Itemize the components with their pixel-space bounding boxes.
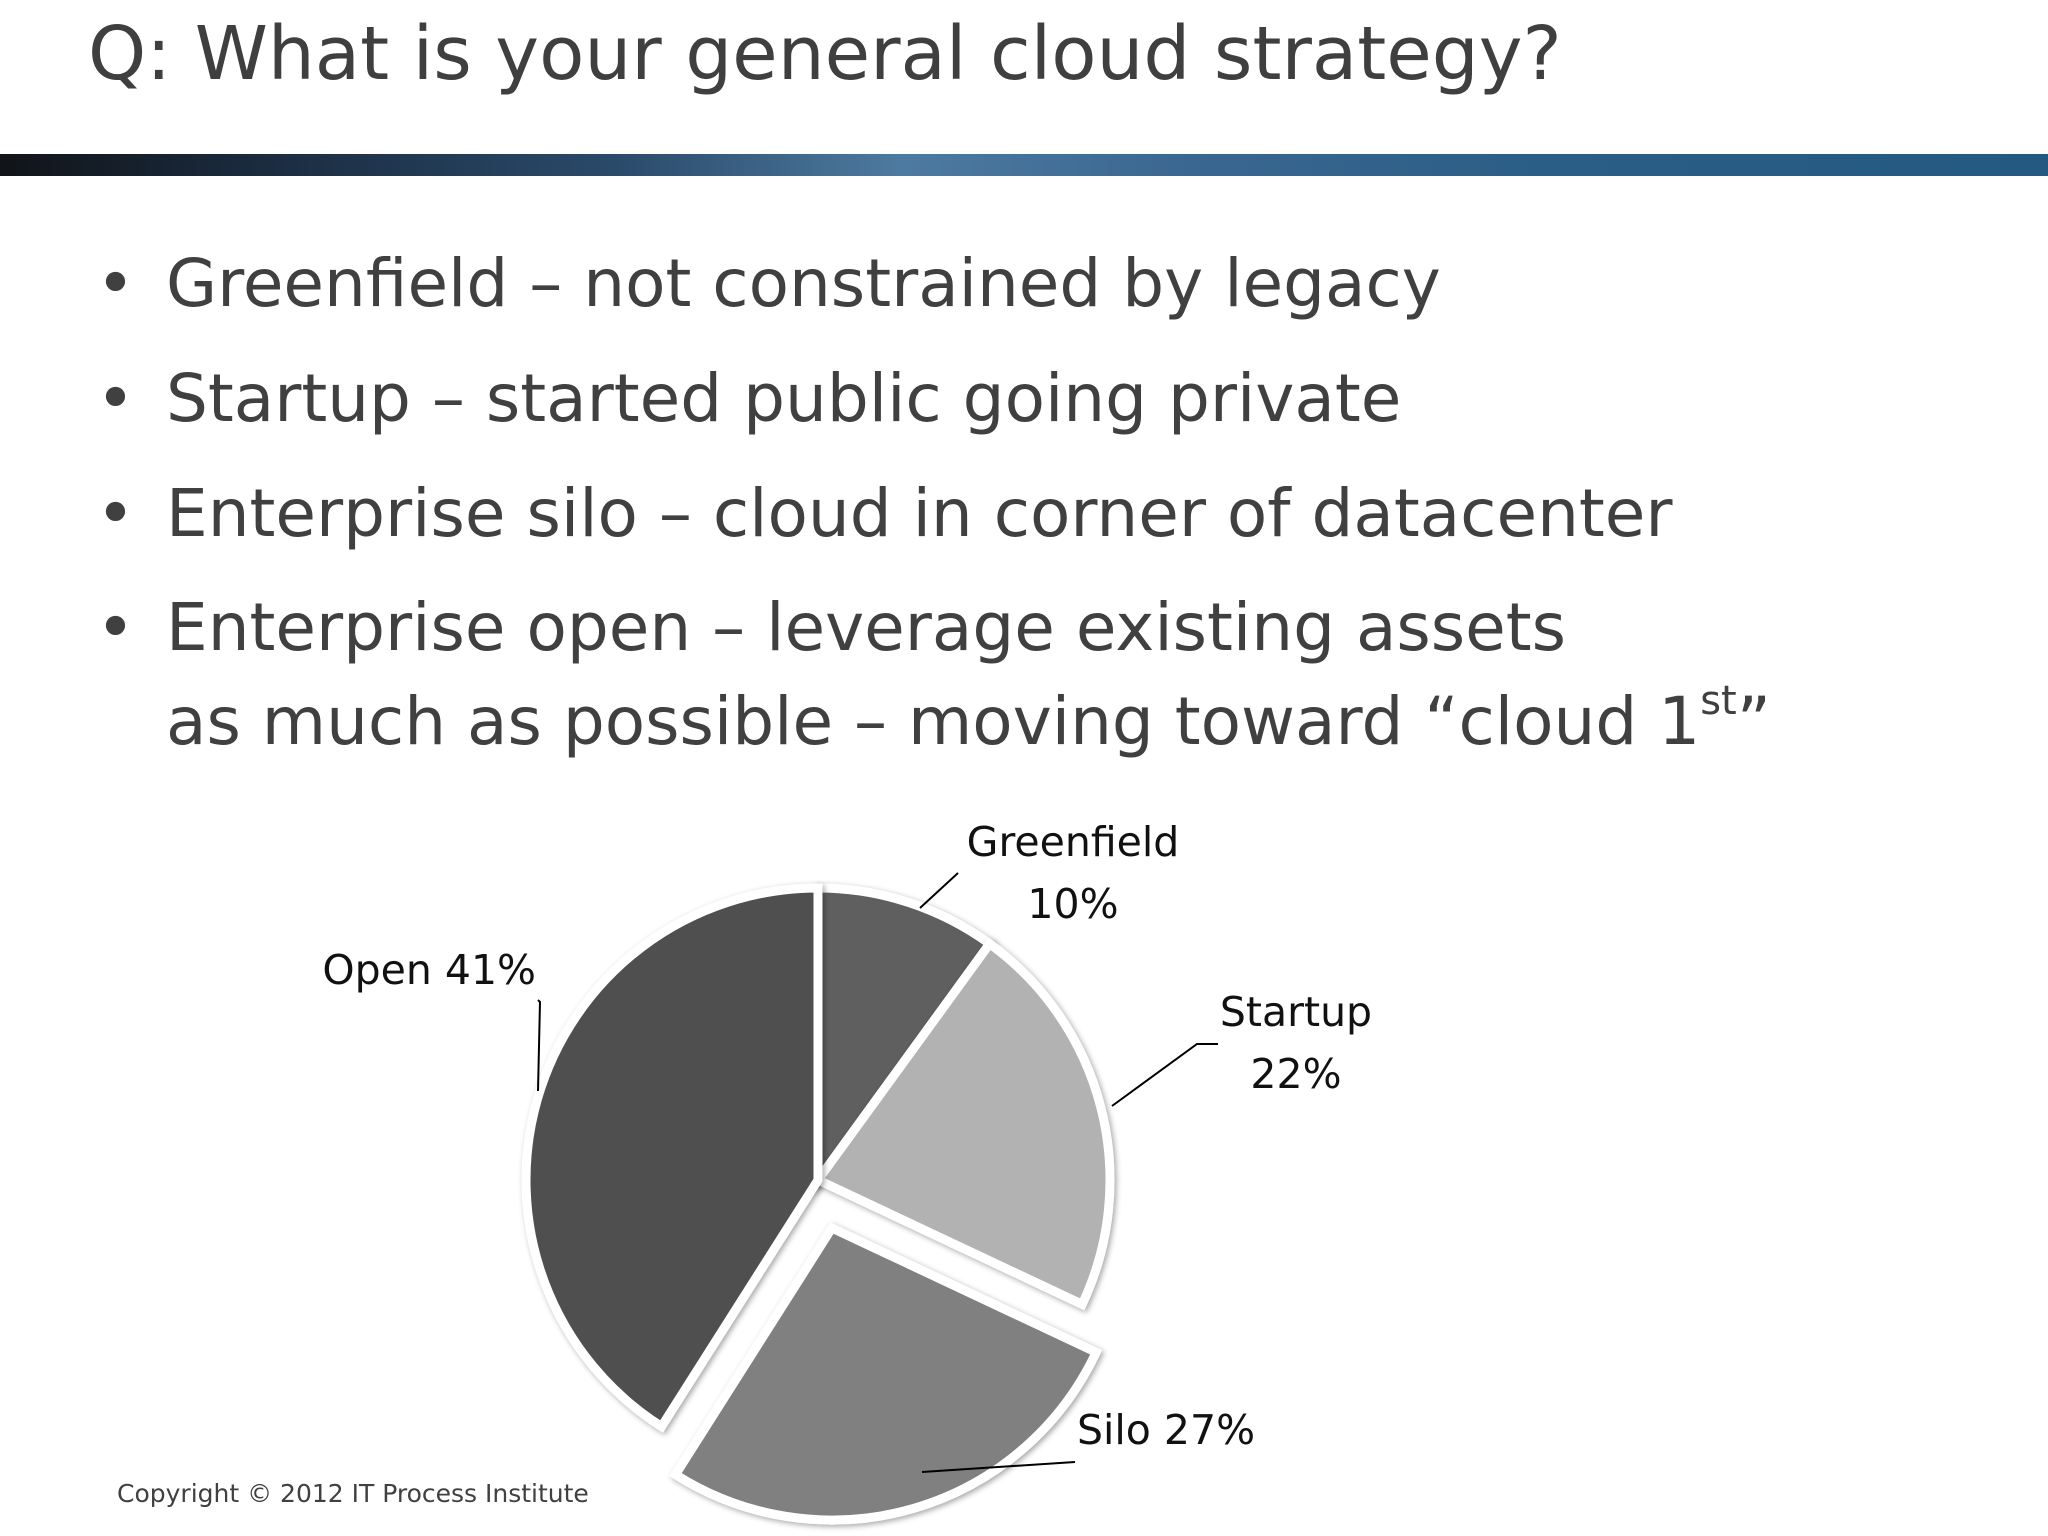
leader-line-startup (1111, 1043, 1218, 1107)
leader-line-greenfield (919, 872, 959, 909)
data-label-silo: Silo 27% (1077, 1406, 1255, 1454)
data-label-line: 22% (1250, 1050, 1341, 1098)
bullet-dot: • (96, 589, 135, 666)
title-divider-bar (0, 154, 2048, 176)
closing-quote: ” (1736, 683, 1771, 760)
bullet-line-2-text: as much as possible – moving toward “clo… (166, 683, 1701, 760)
pie-slices (521, 883, 1115, 1525)
bullet-item-enterprise-open: • Enterprise open – leverage existing as… (96, 581, 1771, 769)
data-label-line: 10% (1027, 880, 1118, 928)
leader-line-silo (921, 1461, 1076, 1473)
bullet-dot: • (96, 360, 135, 437)
data-label-line: Startup (1220, 988, 1372, 1036)
slide-title: Q: What is your general cloud strategy? (88, 11, 1562, 97)
pie-slice-startup (811, 937, 1115, 1311)
pie-data-labels: Greenfield 10% Startup 22% Silo 27% Open 41% (322, 818, 1372, 1454)
pie-slice-open (521, 883, 823, 1433)
pie-leader-lines (537, 872, 1218, 1473)
bullet-list: • Greenfield – not constrained by legacy… (96, 236, 1771, 788)
pie-slice-silo (669, 1222, 1103, 1525)
data-label-line: Open 41% (322, 946, 536, 994)
bullet-dot: • (96, 245, 135, 322)
bullet-text: Enterprise silo – cloud in corner of dat… (166, 475, 1673, 552)
bullet-item-enterprise-silo: • Enterprise silo – cloud in corner of d… (96, 466, 1771, 562)
bullet-text: Enterprise open – leverage existing asse… (166, 581, 1771, 769)
bullet-line-1: Enterprise open – leverage existing asse… (166, 589, 1567, 666)
bullet-item-startup: • Startup – started public going private (96, 351, 1771, 447)
ordinal-superscript: st (1700, 678, 1737, 724)
bullet-item-greenfield: • Greenfield – not constrained by legacy (96, 236, 1771, 332)
bullet-text: Greenfield – not constrained by legacy (166, 245, 1441, 322)
data-label-greenfield: Greenfield 10% (967, 818, 1180, 928)
leader-line-open (537, 999, 542, 1092)
data-label-open: Open 41% (322, 946, 536, 994)
pie-slice-greenfield (813, 883, 996, 1194)
data-label-line: Silo 27% (1077, 1406, 1255, 1454)
data-label-line: Greenfield (967, 818, 1180, 866)
bullet-line-2: as much as possible – moving toward “clo… (166, 675, 1771, 769)
bullet-text: Startup – started public going private (166, 360, 1402, 437)
bullet-dot: • (96, 475, 135, 552)
data-label-startup: Startup 22% (1220, 988, 1372, 1098)
copyright-notice: Copyright © 2012 IT Process Institute (117, 1479, 589, 1508)
